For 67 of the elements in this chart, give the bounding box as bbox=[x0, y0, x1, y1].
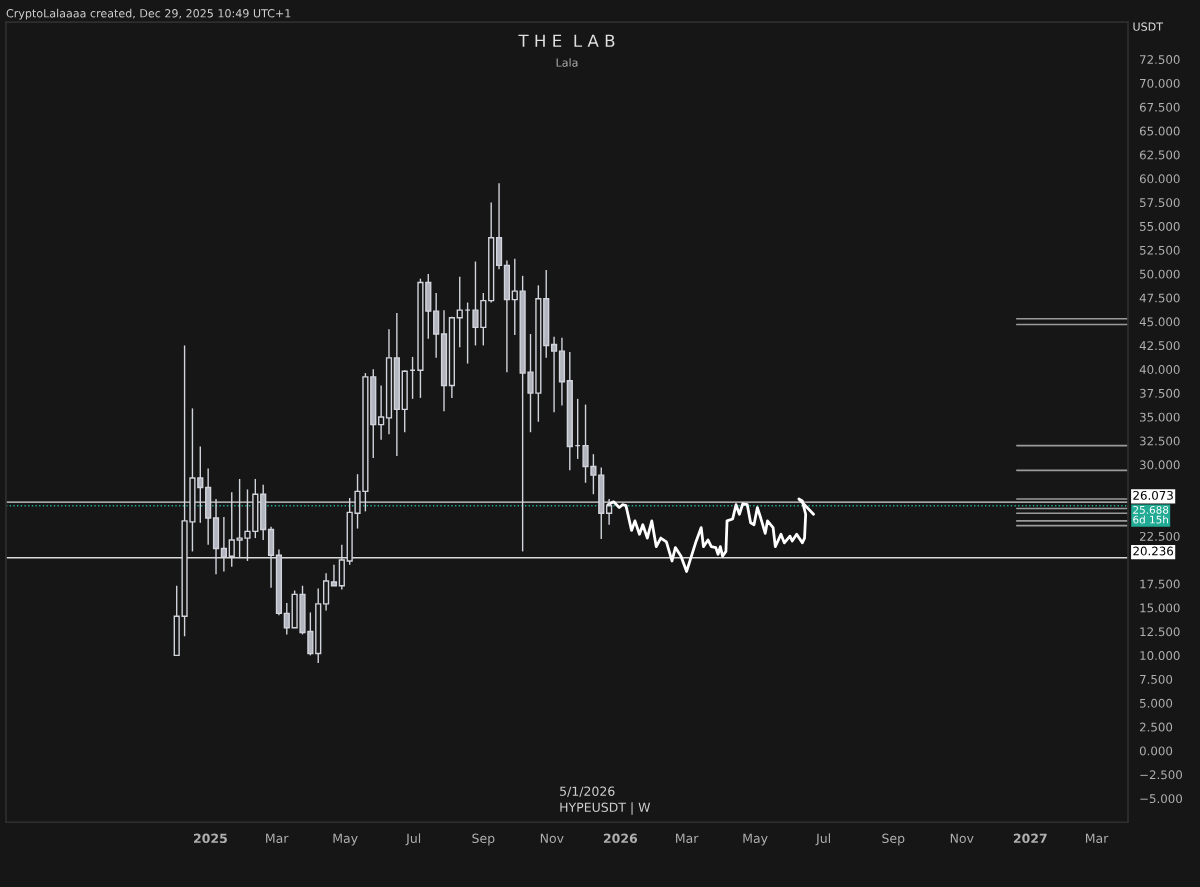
text: CryptoLalaaaa created, Dec 29, 2025 10:49 UTC+1 bbox=[6, 8, 291, 20]
y-tick-label: 60.000 bbox=[1139, 174, 1180, 184]
candlestick bbox=[385, 328, 393, 435]
x-tick-label: Mar bbox=[676, 833, 699, 844]
x-tick-label: Sep bbox=[472, 833, 495, 846]
annotation: 5/1/2026 bbox=[560, 786, 615, 797]
y-tick-label: 40.000 bbox=[1139, 365, 1180, 374]
y-tick-label: 5.000 bbox=[1140, 698, 1173, 708]
y-tick-label: 45.000 bbox=[1139, 317, 1180, 327]
y-tick-label: 2.500 bbox=[1139, 722, 1173, 732]
y-tick-label: 12.500 bbox=[1140, 627, 1180, 637]
candlestick bbox=[456, 276, 463, 349]
candlestick bbox=[433, 292, 440, 359]
y-axis-title: USDT bbox=[1133, 22, 1164, 31]
x-tick-label: Jul bbox=[815, 833, 830, 846]
candlestick bbox=[558, 337, 566, 407]
y-tick-label: 32.500 bbox=[1140, 436, 1180, 446]
x-tick-label: Jul bbox=[405, 833, 421, 846]
x-tick-label: 2025 bbox=[194, 833, 227, 844]
candlestick bbox=[378, 384, 385, 441]
candlestick bbox=[488, 201, 495, 304]
y-tick-label: 55.000 bbox=[1140, 221, 1180, 231]
candlestick bbox=[550, 336, 558, 413]
x-tick-label: 2027 bbox=[1013, 833, 1047, 844]
candlestick bbox=[393, 312, 400, 457]
y-tick-label: 15.000 bbox=[1140, 603, 1180, 613]
candlestick bbox=[440, 309, 448, 412]
x-tick-label: Nov bbox=[950, 833, 974, 844]
ref-line-label: 20.236 bbox=[1133, 546, 1174, 556]
y-tick-label: 10.000 bbox=[1140, 651, 1180, 661]
ref-line-label: 25.688 6d 15h bbox=[1133, 505, 1169, 524]
candlestick bbox=[503, 259, 511, 373]
x-tick-label: May bbox=[333, 833, 358, 846]
y-tick-label: 72.500 bbox=[1140, 55, 1180, 65]
x-tick-label: Mar bbox=[1085, 833, 1109, 844]
x-tick-label: 2026 bbox=[603, 833, 638, 844]
y-tick-label: 50.000 bbox=[1140, 269, 1180, 279]
y-tick-label: 30.000 bbox=[1140, 460, 1180, 470]
y-tick-label: 52.500 bbox=[1140, 245, 1180, 255]
y-tick-label: 70.000 bbox=[1140, 78, 1180, 88]
y-tick-label: −2.500 bbox=[1140, 770, 1183, 780]
candlestick bbox=[566, 351, 573, 472]
annotation: HYPEUSDT | W bbox=[560, 802, 651, 815]
y-tick-label: 67.500 bbox=[1139, 102, 1180, 112]
y-tick-label: 65.000 bbox=[1139, 126, 1180, 136]
y-tick-label: 22.500 bbox=[1139, 531, 1180, 541]
x-tick-label: Mar bbox=[266, 833, 289, 844]
y-tick-label: 17.500 bbox=[1140, 579, 1180, 589]
text: Lala bbox=[556, 58, 578, 67]
line-series bbox=[606, 497, 815, 573]
x-tick-label: Sep bbox=[882, 833, 905, 846]
y-tick-label: 37.500 bbox=[1140, 388, 1180, 398]
candlestick bbox=[495, 182, 503, 270]
y-tick-label: 62.500 bbox=[1139, 150, 1180, 160]
y-tick-label: −5.000 bbox=[1140, 794, 1183, 804]
x-tick-label: Nov bbox=[540, 833, 564, 844]
candlestick bbox=[511, 257, 518, 336]
y-tick-label: 57.500 bbox=[1140, 198, 1180, 208]
text: T H E L A B bbox=[518, 34, 615, 47]
y-tick-label: 0.000 bbox=[1139, 746, 1173, 756]
y-tick-label: 42.500 bbox=[1139, 341, 1180, 351]
y-tick-label: 35.000 bbox=[1140, 412, 1180, 422]
y-tick-label: 7.500 bbox=[1140, 674, 1173, 684]
x-tick-label: May bbox=[743, 833, 768, 846]
y-tick-label: 47.500 bbox=[1139, 293, 1180, 303]
candlestick bbox=[322, 572, 330, 612]
ref-line-label: 26.073 bbox=[1133, 490, 1173, 500]
